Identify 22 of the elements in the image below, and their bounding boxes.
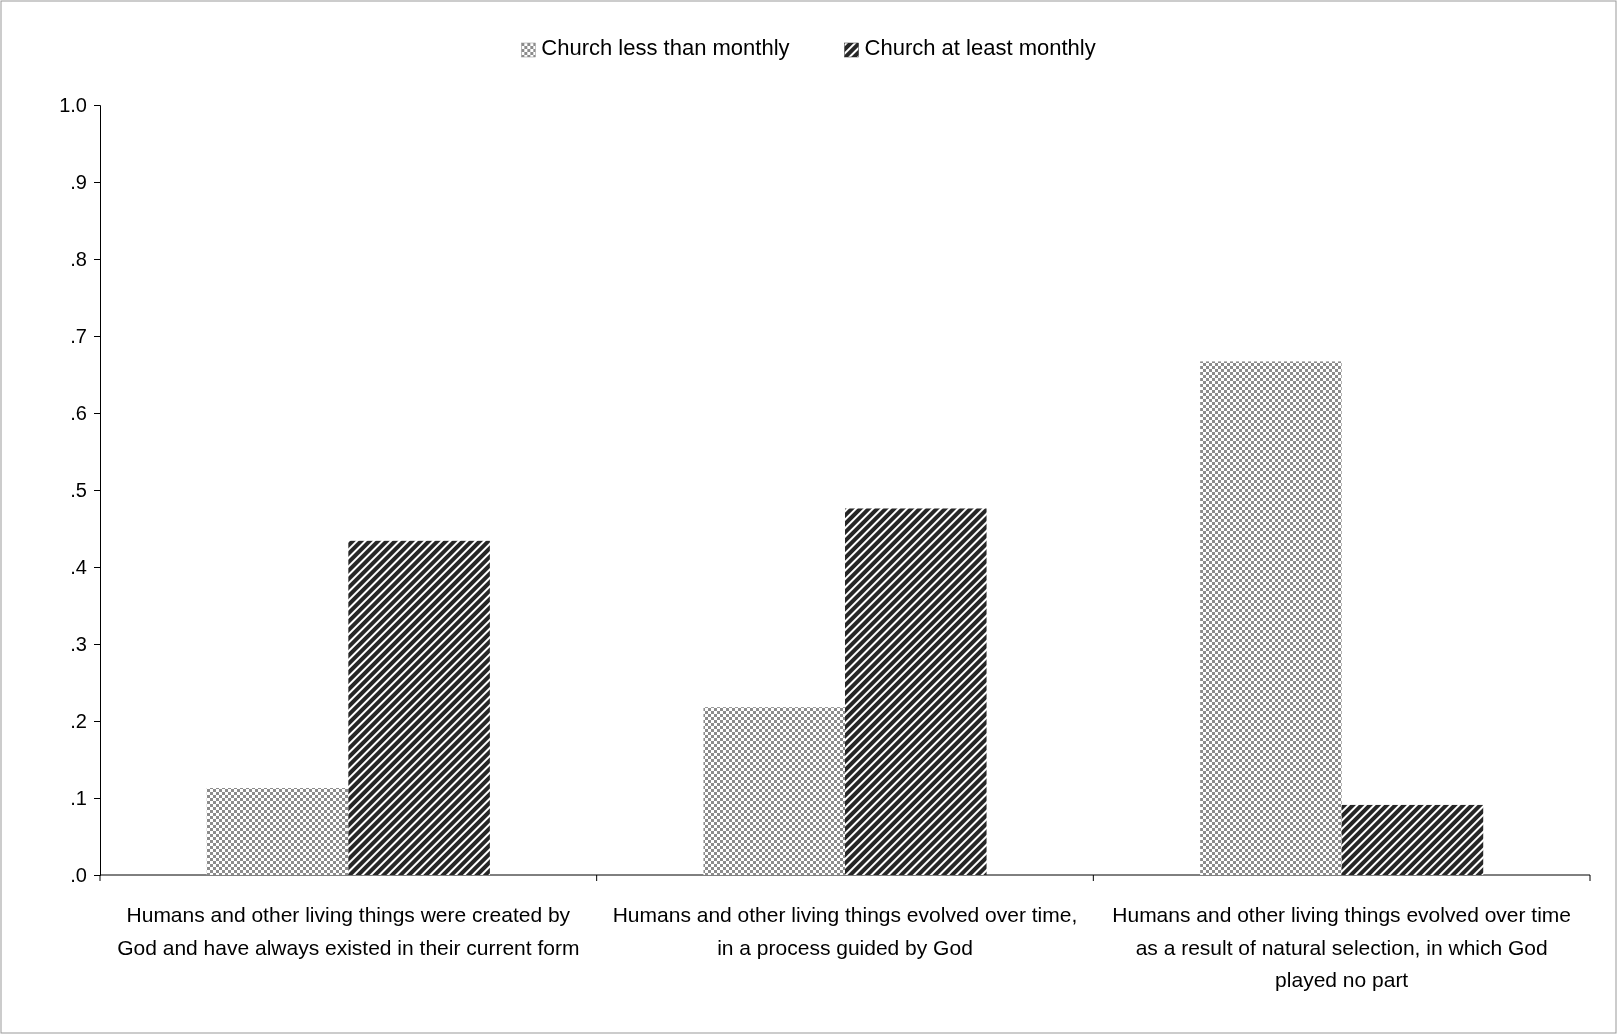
bar <box>206 787 349 875</box>
y-tick-label: .2 <box>70 709 87 732</box>
y-tick-label: .9 <box>70 170 87 193</box>
legend-label: Church less than monthly <box>541 35 790 60</box>
y-tick-label: .4 <box>70 555 87 578</box>
x-tick-label: Humans and other living things evolved over time as a result of natural selection, in which God played no part <box>1112 903 1572 992</box>
y-tick-label: .1 <box>70 786 87 809</box>
y-tick-label: 1.0 <box>59 93 87 116</box>
x-tick-label: Humans and other living things evolved over time, in a process guided by God <box>612 903 1078 959</box>
y-tick-label: .5 <box>70 478 87 501</box>
bar <box>348 540 490 875</box>
bar <box>1200 361 1342 875</box>
x-tick-label: Humans and other living things were created by God and have always existed in their current form <box>117 903 580 959</box>
legend-label: Church at least monthly <box>864 35 1096 60</box>
y-tick-label: .3 <box>70 632 87 655</box>
bar <box>703 707 845 875</box>
y-tick-label: .6 <box>70 401 87 424</box>
y-tick-label: .7 <box>70 324 87 347</box>
bar <box>845 508 987 875</box>
bar <box>1341 804 1484 875</box>
y-tick-label: .8 <box>70 247 87 270</box>
y-tick-label: .0 <box>70 863 87 886</box>
